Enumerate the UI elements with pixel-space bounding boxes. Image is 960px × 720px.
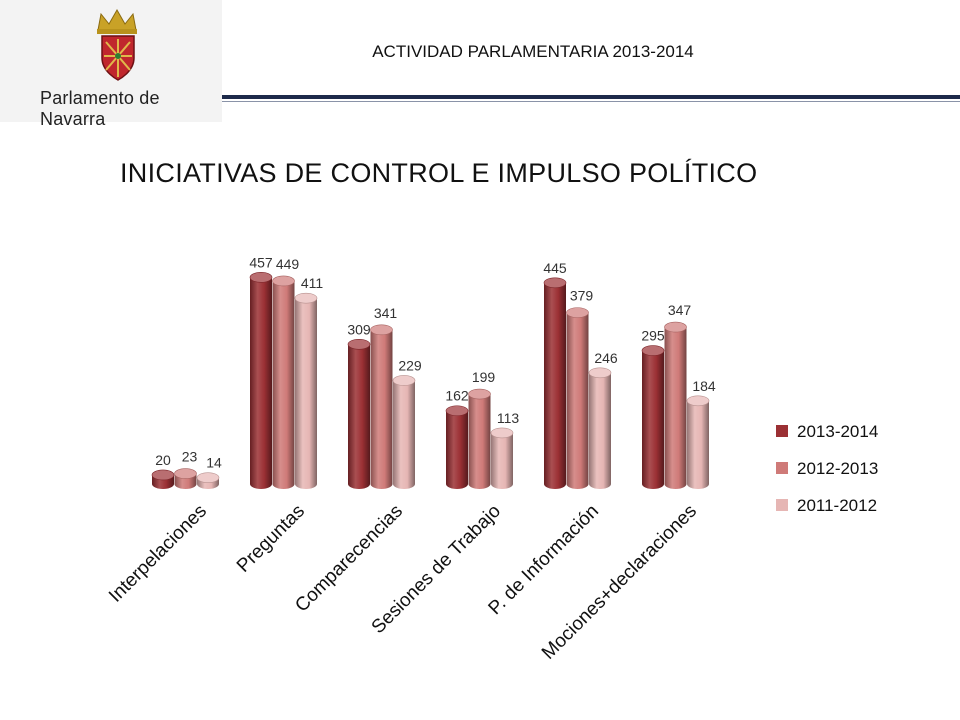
data-label: 229 [398, 357, 422, 373]
bar-2011-2012-Comparecencias [392, 375, 416, 489]
coat-of-arms-icon [97, 8, 137, 81]
data-label: 341 [374, 305, 398, 321]
bar-2011-2012-Sesiones de Trabajo [490, 427, 514, 489]
bar-2011-2012-P. de Información [588, 367, 612, 489]
legend-item: 2012-2013 [776, 459, 878, 478]
data-label: 14 [206, 455, 222, 471]
parliament-logo: Parlamento de Navarra [0, 0, 222, 129]
data-label: 113 [497, 410, 520, 426]
data-label: 184 [692, 378, 716, 394]
legend-item: 2011-2012 [776, 496, 877, 515]
bar-2012-2013-Preguntas [272, 275, 295, 489]
bar-2012-2013-Mociones+declaraciones [664, 321, 687, 489]
data-label: 199 [472, 369, 496, 385]
header-rule [222, 95, 960, 99]
data-label: 162 [445, 388, 469, 404]
x-tick-label: Preguntas [233, 501, 309, 577]
bar-2011-2012-Mociones+declaraciones [686, 395, 710, 489]
legend-label: 2013-2014 [797, 422, 878, 441]
data-label: 347 [668, 302, 692, 318]
page-title: INICIATIVAS DE CONTROL E IMPULSO POLÍTIC… [120, 158, 758, 188]
bar-2013-2014-P. de Información [543, 277, 567, 489]
legend-label: 2012-2013 [797, 459, 878, 478]
bar-2012-2013-Comparecencias [370, 324, 393, 489]
data-label: 449 [276, 256, 300, 272]
data-label: 20 [155, 452, 171, 468]
bar-2011-2012-Preguntas [294, 292, 318, 489]
logo-text: Parlamento de Navarra [40, 88, 160, 129]
bar-2013-2014-Preguntas [249, 272, 273, 489]
legend-swatch [776, 499, 788, 511]
data-label: 445 [543, 260, 567, 276]
data-label: 411 [301, 275, 324, 291]
header-title: ACTIVIDAD PARLAMENTARIA 2013-2014 [372, 42, 694, 61]
data-label: 457 [249, 254, 273, 270]
bar-2013-2014-Interpelaciones [151, 469, 175, 489]
legend-swatch [776, 425, 788, 437]
data-label: 23 [182, 449, 198, 465]
bar-2012-2013-Interpelaciones [174, 468, 197, 489]
data-label: 379 [570, 288, 594, 304]
legend-swatch [776, 462, 788, 474]
legend-label: 2011-2012 [797, 496, 877, 515]
legend-item: 2013-2014 [776, 422, 878, 441]
bar-2013-2014-Mociones+declaraciones [641, 345, 665, 489]
bar-2012-2013-Sesiones de Trabajo [468, 388, 491, 489]
x-tick-label: Comparecencias [291, 501, 407, 617]
bar-2012-2013-P. de Información [566, 307, 589, 489]
x-tick-label: Interpelaciones [105, 501, 211, 607]
data-label: 309 [347, 321, 371, 337]
bar-2011-2012-Interpelaciones [196, 472, 220, 489]
header-rule-thin [222, 101, 960, 102]
data-label: 246 [594, 350, 618, 366]
bar-2013-2014-Comparecencias [347, 338, 371, 489]
data-label: 295 [641, 328, 665, 344]
bar-2013-2014-Sesiones de Trabajo [445, 405, 469, 489]
